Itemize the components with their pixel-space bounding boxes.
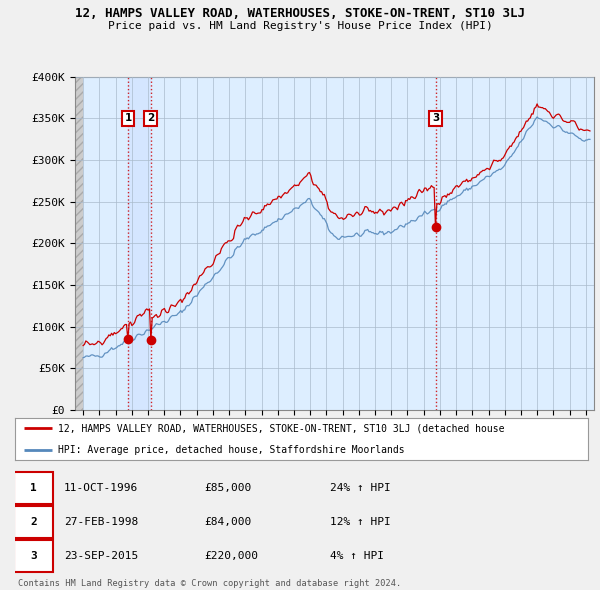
Text: 23-SEP-2015: 23-SEP-2015	[64, 551, 138, 561]
Text: 1: 1	[30, 483, 37, 493]
Text: £85,000: £85,000	[204, 483, 251, 493]
FancyBboxPatch shape	[14, 506, 53, 538]
Text: 11-OCT-1996: 11-OCT-1996	[64, 483, 138, 493]
Text: £84,000: £84,000	[204, 517, 251, 527]
FancyBboxPatch shape	[14, 540, 53, 572]
Text: 1: 1	[125, 113, 132, 123]
Text: 12% ↑ HPI: 12% ↑ HPI	[330, 517, 391, 527]
Text: 2: 2	[147, 113, 154, 123]
Text: 3: 3	[432, 113, 439, 123]
Text: 27-FEB-1998: 27-FEB-1998	[64, 517, 138, 527]
Text: 2: 2	[30, 517, 37, 527]
Text: Price paid vs. HM Land Registry's House Price Index (HPI): Price paid vs. HM Land Registry's House …	[107, 21, 493, 31]
Text: 24% ↑ HPI: 24% ↑ HPI	[330, 483, 391, 493]
Text: Contains HM Land Registry data © Crown copyright and database right 2024.
This d: Contains HM Land Registry data © Crown c…	[18, 579, 401, 590]
FancyBboxPatch shape	[14, 472, 53, 504]
Bar	[128, 77, 151, 410]
Text: £220,000: £220,000	[204, 551, 258, 561]
Text: 3: 3	[30, 551, 37, 561]
Text: 4% ↑ HPI: 4% ↑ HPI	[330, 551, 384, 561]
Text: HPI: Average price, detached house, Staffordshire Moorlands: HPI: Average price, detached house, Staf…	[58, 445, 404, 454]
Bar	[75, 77, 83, 410]
Text: 12, HAMPS VALLEY ROAD, WATERHOUSES, STOKE-ON-TRENT, ST10 3LJ: 12, HAMPS VALLEY ROAD, WATERHOUSES, STOK…	[75, 7, 525, 20]
Text: 12, HAMPS VALLEY ROAD, WATERHOUSES, STOKE-ON-TRENT, ST10 3LJ (detached house: 12, HAMPS VALLEY ROAD, WATERHOUSES, STOK…	[58, 424, 505, 433]
